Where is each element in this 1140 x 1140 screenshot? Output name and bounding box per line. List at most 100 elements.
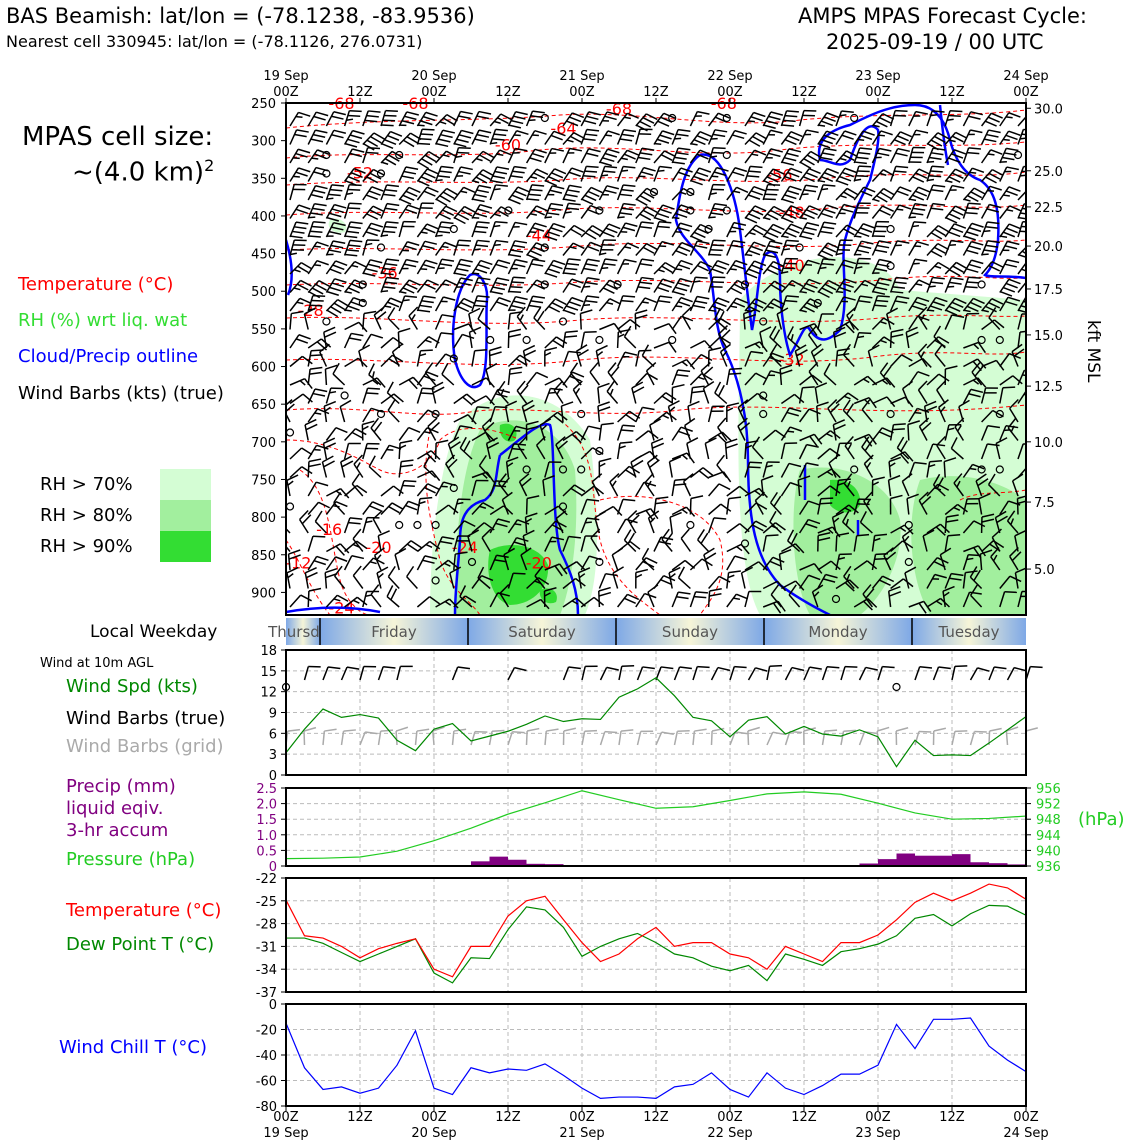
wind-barb: [798, 259, 820, 275]
calm-wind-circle: [504, 206, 513, 215]
wind-barb: [872, 396, 896, 408]
calm-wind-circle: [322, 317, 331, 326]
wind-barb: [811, 584, 824, 608]
calm-wind-circle: [904, 557, 913, 567]
wind-barb: [398, 241, 420, 256]
wind-barb: [762, 298, 786, 312]
wind-barb: [944, 131, 968, 145]
wind-barb: [798, 109, 817, 127]
wind-barb: [780, 167, 803, 182]
wind-barb: [832, 326, 847, 349]
wind-barb: [863, 491, 874, 515]
wind-barb: [572, 380, 583, 404]
wind-barb: [453, 146, 471, 164]
wind-barb: [394, 547, 407, 571]
wind-barb: [526, 205, 549, 219]
pressure-tick-label: 650: [251, 398, 276, 413]
wind-barb: [471, 479, 489, 497]
wind-barb: [435, 598, 459, 609]
wind-barb: [435, 205, 458, 220]
wind-barb: [287, 549, 301, 571]
wind-barb: [307, 259, 329, 275]
wind-barb: [416, 555, 438, 571]
wind-barb: [635, 568, 649, 589]
y-tick-label: -25: [256, 895, 277, 910]
calm-wind-circle: [449, 224, 458, 234]
wind-barb: [471, 184, 492, 203]
wind-barb: [671, 147, 691, 165]
wind-barb: [1017, 590, 1026, 608]
calm-wind-circle: [358, 298, 367, 308]
wind-barb: [555, 436, 568, 460]
wind-barb: [939, 547, 952, 571]
grid-wind-barb: [340, 729, 356, 746]
wind-barb: [489, 206, 513, 220]
wind-barb: [324, 364, 338, 386]
wind-barb: [481, 417, 495, 441]
kft-tick-label: 15.0: [1034, 329, 1063, 344]
surface-wind-barb: [618, 664, 635, 681]
surface-wind-barb: [729, 665, 747, 681]
wind-barb: [817, 112, 839, 127]
wind-barb: [617, 242, 640, 256]
wind-barb: [979, 549, 993, 571]
time-tick-date-top: 23 Sep: [855, 69, 900, 84]
wind-barb: [1017, 261, 1026, 275]
wind-barb: [944, 297, 967, 316]
wind-barb: [616, 222, 638, 238]
wind-barb: [416, 496, 433, 515]
wind-barb: [325, 221, 346, 238]
wind-barb: [908, 279, 931, 293]
wind-barb: [542, 475, 555, 497]
wind-barb: [990, 547, 1001, 571]
surface-wind-barb: [803, 666, 822, 681]
y-tick-label: -37: [256, 986, 277, 1001]
wind-barb: [453, 498, 471, 515]
wind-barb: [726, 593, 749, 608]
wind-barb: [980, 239, 1001, 256]
wind-barb: [999, 258, 1020, 275]
panel-frame: [285, 877, 1027, 993]
wind-barb: [370, 417, 383, 441]
wind-barb: [808, 362, 819, 386]
kft-tick-label: 20.0: [1034, 240, 1063, 255]
wind-barb: [879, 362, 892, 386]
wind-barb: [416, 349, 433, 367]
time-tick-date-bottom: 22 Sep: [707, 1126, 752, 1140]
wind-barb: [799, 205, 821, 220]
wind-barb: [835, 130, 857, 145]
wind-barb: [1017, 190, 1026, 201]
wind-barb: [343, 183, 362, 201]
calm-wind-circle: [431, 409, 440, 419]
wind-barb: [325, 556, 348, 571]
wind-barb: [518, 473, 532, 497]
wind-barb: [999, 223, 1021, 239]
wind-barb: [352, 565, 364, 589]
wind-barb: [525, 148, 547, 164]
y-tick-label: -60: [256, 1075, 277, 1090]
wind-barb: [690, 340, 714, 351]
calm-wind-circle: [1013, 150, 1023, 160]
wind-barb: [962, 147, 981, 164]
calm-wind-circle: [886, 224, 895, 234]
wind-barb: [999, 112, 1021, 127]
wind-barb: [507, 111, 528, 129]
wind-barb: [853, 279, 877, 293]
wind-barb: [362, 387, 380, 404]
wind-barb: [398, 258, 419, 275]
wind-barb: [522, 344, 537, 367]
precip-bar: [970, 862, 989, 866]
wind-barb: [963, 377, 987, 388]
wind-barb: [671, 167, 693, 182]
wind-barb: [817, 485, 841, 497]
grid-wind-barb: [692, 728, 707, 746]
wind-barb: [995, 437, 1008, 460]
time-tick-hour-top: 00Z: [717, 85, 743, 100]
wind-barb: [817, 313, 835, 330]
wind-barb: [871, 277, 892, 295]
wind-barb: [307, 408, 330, 423]
kft-tick-label: 7.5: [1034, 496, 1055, 511]
wind-barb: [417, 470, 441, 482]
wind-barb: [762, 580, 787, 592]
wind-barb: [416, 111, 438, 127]
